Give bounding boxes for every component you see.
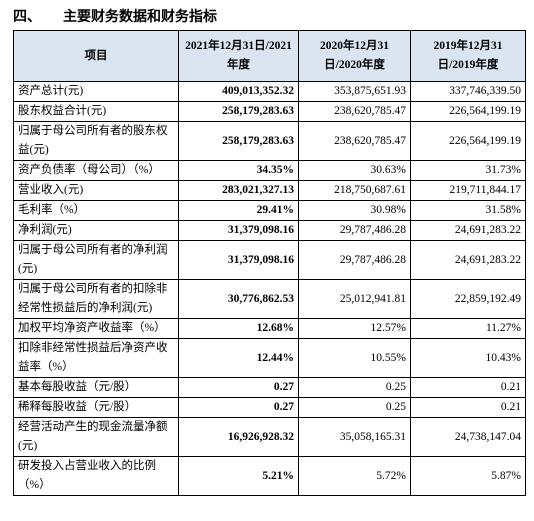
value-cell: 16,926,928.32 xyxy=(178,417,299,457)
value-cell: 0.25 xyxy=(298,397,411,418)
header-cell: 2019年12月31日/2019年度 xyxy=(410,30,526,82)
value-cell: 12.68% xyxy=(178,318,299,339)
row-label: 净利润(元) xyxy=(13,220,179,241)
value-cell: 25,012,941.81 xyxy=(298,279,411,319)
value-cell: 283,021,327.13 xyxy=(178,180,299,201)
value-cell: 226,564,199.19 xyxy=(410,101,526,122)
heading-title: 主要财务数据和财务指标 xyxy=(63,9,217,25)
financial-table: 项目 2021年12月31日/2021年度 2020年12月31日/2020年度 20… xyxy=(13,30,526,496)
heading-number: 四、 xyxy=(13,9,41,25)
value-cell: 409,013,352.32 xyxy=(178,81,299,102)
value-cell: 219,711,844.17 xyxy=(410,180,526,201)
row-label: 股东权益合计(元) xyxy=(13,101,179,122)
row-label: 资产负债率（母公司）（%） xyxy=(13,160,179,181)
table-row: 净利润(元) 31,379,098.16 29,787,486.28 24,691,2… xyxy=(13,220,526,241)
value-cell: 30,776,862.53 xyxy=(178,279,299,319)
value-cell: 12.57% xyxy=(298,318,411,339)
table-row: 毛利率（%） 29.41% 30.98% 31.58% xyxy=(13,200,526,221)
row-label: 稀释每股收益（元/股） xyxy=(13,397,179,418)
value-cell: 31.73% xyxy=(410,160,526,181)
value-cell: 0.21 xyxy=(410,397,526,418)
value-cell: 31.58% xyxy=(410,200,526,221)
value-cell: 31,379,098.16 xyxy=(178,220,299,241)
header-row: 项目 2021年12月31日/2021年度 2020年12月31日/2020年度 20… xyxy=(13,30,526,82)
table-row: 资产总计(元) 409,013,352.32 353,875,651.93 337,7… xyxy=(13,81,526,102)
table-row: 股东权益合计(元) 258,179,283.63 238,620,785.47 226… xyxy=(13,101,526,122)
row-label: 归属于母公司所有者的净利润(元) xyxy=(13,240,179,280)
header-cell: 2021年12月31日/2021年度 xyxy=(178,30,299,82)
table-body: 资产总计(元) 409,013,352.32 353,875,651.93 337,7… xyxy=(13,81,526,496)
value-cell: 0.27 xyxy=(178,377,299,398)
table-row: 稀释每股收益（元/股） 0.27 0.25 0.21 xyxy=(13,397,526,418)
value-cell: 5.87% xyxy=(410,456,526,496)
value-cell: 30.98% xyxy=(298,200,411,221)
value-cell: 10.55% xyxy=(298,338,411,378)
value-cell: 24,691,283.22 xyxy=(410,240,526,280)
value-cell: 0.27 xyxy=(178,397,299,418)
table-row: 研发投入占营业收入的比例（%） 5.21% 5.72% 5.87% xyxy=(13,456,526,496)
value-cell: 11.27% xyxy=(410,318,526,339)
value-cell: 238,620,785.47 xyxy=(298,101,411,122)
value-cell: 29,787,486.28 xyxy=(298,220,411,241)
value-cell: 238,620,785.47 xyxy=(298,121,411,161)
value-cell: 226,564,199.19 xyxy=(410,121,526,161)
heading: 四、 主要财务数据和财务指标 xyxy=(13,6,217,26)
value-cell: 35,058,165.31 xyxy=(298,417,411,457)
value-cell: 0.21 xyxy=(410,377,526,398)
value-cell: 10.43% xyxy=(410,338,526,378)
value-cell: 29,787,486.28 xyxy=(298,240,411,280)
row-label: 研发投入占营业收入的比例（%） xyxy=(13,456,179,496)
value-cell: 5.72% xyxy=(298,456,411,496)
value-cell: 29.41% xyxy=(178,200,299,221)
value-cell: 22,859,192.49 xyxy=(410,279,526,319)
table-row: 基本每股收益（元/股） 0.27 0.25 0.21 xyxy=(13,377,526,398)
table-row: 营业收入(元) 283,021,327.13 218,750,687.61 219,7… xyxy=(13,180,526,201)
value-cell: 258,179,283.63 xyxy=(178,121,299,161)
value-cell: 34.35% xyxy=(178,160,299,181)
row-label: 归属于母公司所有者的扣除非经常性损益后的净利润(元) xyxy=(13,279,179,319)
table-row: 加权平均净资产收益率（%） 12.68% 12.57% 11.27% xyxy=(13,318,526,339)
table-row: 归属于母公司所有者的净利润(元) 31,379,098.16 29,787,486.… xyxy=(13,240,526,280)
value-cell: 258,179,283.63 xyxy=(178,101,299,122)
header-cell: 项目 xyxy=(13,30,179,82)
row-label: 资产总计(元) xyxy=(13,81,179,102)
row-label: 营业收入(元) xyxy=(13,180,179,201)
row-label: 基本每股收益（元/股） xyxy=(13,377,179,398)
table-row: 归属于母公司所有者的股东权益(元) 258,179,283.63 238,620,7… xyxy=(13,121,526,161)
header-cell: 2020年12月31日/2020年度 xyxy=(298,30,411,82)
row-label: 归属于母公司所有者的股东权益(元) xyxy=(13,121,179,161)
table-row: 归属于母公司所有者的扣除非经常性损益后的净利润(元) 30,776,862.53 2… xyxy=(13,279,526,319)
row-label: 扣除非经常性损益后净资产收益率（%） xyxy=(13,338,179,378)
table-row: 扣除非经常性损益后净资产收益率（%） 12.44% 10.55% 10.43% xyxy=(13,338,526,378)
table-row: 经营活动产生的现金流量净额(元) 16,926,928.32 35,058,165.… xyxy=(13,417,526,457)
table-row: 资产负债率（母公司）（%） 34.35% 30.63% 31.73% xyxy=(13,160,526,181)
row-label: 毛利率（%） xyxy=(13,200,179,221)
value-cell: 12.44% xyxy=(178,338,299,378)
value-cell: 337,746,339.50 xyxy=(410,81,526,102)
value-cell: 24,691,283.22 xyxy=(410,220,526,241)
value-cell: 31,379,098.16 xyxy=(178,240,299,280)
row-label: 加权平均净资产收益率（%） xyxy=(13,318,179,339)
value-cell: 5.21% xyxy=(178,456,299,496)
value-cell: 30.63% xyxy=(298,160,411,181)
value-cell: 353,875,651.93 xyxy=(298,81,411,102)
value-cell: 0.25 xyxy=(298,377,411,398)
value-cell: 24,738,147.04 xyxy=(410,417,526,457)
row-label: 经营活动产生的现金流量净额(元) xyxy=(13,417,179,457)
value-cell: 218,750,687.61 xyxy=(298,180,411,201)
